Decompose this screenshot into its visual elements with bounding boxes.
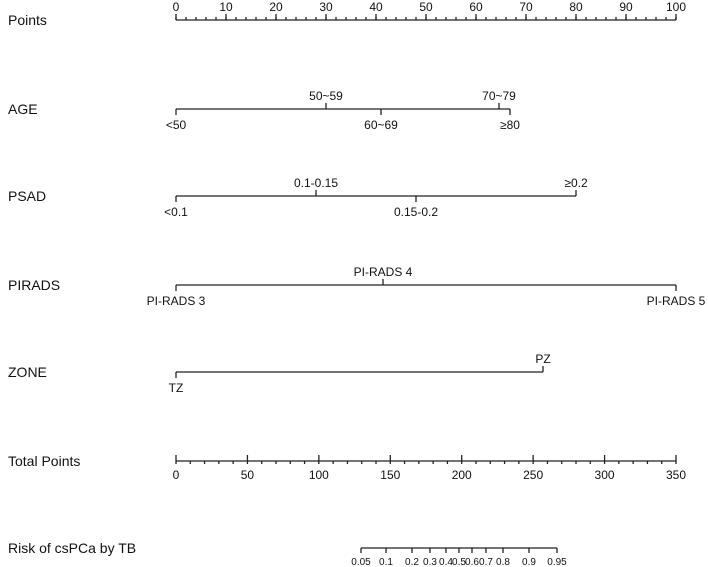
level-label-0-1: <0.1	[164, 205, 188, 219]
level-label-tz: TZ	[169, 381, 184, 395]
level-label-0-1-0-15: 0.1-0.15	[294, 176, 338, 190]
risk-tick-label: 0.7	[479, 557, 493, 567]
tick-label: 200	[452, 468, 472, 482]
risk-tick-label: 0.95	[547, 557, 567, 567]
tick-label: 60	[469, 0, 483, 14]
row-label-zone: ZONE	[8, 364, 47, 380]
row-label-age: AGE	[8, 101, 38, 117]
risk-tick-label: 0.3	[423, 557, 437, 567]
risk-tick-label: 0.6	[465, 557, 479, 567]
row-label-risk-of-cspca-by-tb: Risk of csPCa by TB	[8, 540, 136, 556]
tick-label: 10	[219, 0, 233, 14]
tick-label: 50	[419, 0, 433, 14]
level-label-pi-rads-3: PI-RADS 3	[147, 294, 206, 308]
tick-label: 350	[666, 468, 686, 482]
risk-tick-label: 0.9	[522, 557, 536, 567]
tick-label: 90	[619, 0, 633, 14]
level-label-50: <50	[166, 118, 187, 132]
level-label-70-79: 70~79	[482, 89, 516, 103]
level-label-60-69: 60~69	[364, 118, 398, 132]
level-label-pz: PZ	[535, 352, 550, 366]
tick-label: 100	[666, 0, 686, 14]
row-label-total-points: Total Points	[8, 453, 80, 469]
tick-label: 70	[519, 0, 533, 14]
tick-label: 80	[569, 0, 583, 14]
risk-tick-label: 0.4	[439, 557, 453, 567]
level-label-0-15-0-2: 0.15-0.2	[394, 205, 438, 219]
level-label-50-59: 50~59	[309, 89, 343, 103]
level-label-pi-rads-5: PI-RADS 5	[647, 294, 706, 308]
level-label-pi-rads-4: PI-RADS 4	[354, 265, 413, 279]
tick-label: 30	[319, 0, 333, 14]
row-label-points: Points	[8, 12, 47, 28]
tick-label: 20	[269, 0, 283, 14]
tick-label: 100	[309, 468, 329, 482]
risk-tick-label: 0.1	[379, 557, 393, 567]
risk-tick-label: 0.05	[351, 557, 371, 567]
tick-label: 0	[173, 468, 180, 482]
tick-label: 250	[523, 468, 543, 482]
level-label-0-2: ≥0.2	[564, 176, 588, 190]
risk-tick-label: 0.2	[405, 557, 419, 567]
tick-label: 0	[173, 0, 180, 14]
tick-label: 300	[595, 468, 615, 482]
tick-label: 50	[241, 468, 255, 482]
tick-label: 150	[380, 468, 400, 482]
risk-tick-label: 0.8	[496, 557, 510, 567]
risk-tick-label: 0.5	[452, 557, 466, 567]
row-label-pirads: PIRADS	[8, 277, 60, 293]
level-label-80: ≥80	[500, 118, 520, 132]
tick-label: 40	[369, 0, 383, 14]
row-label-psad: PSAD	[8, 188, 46, 204]
